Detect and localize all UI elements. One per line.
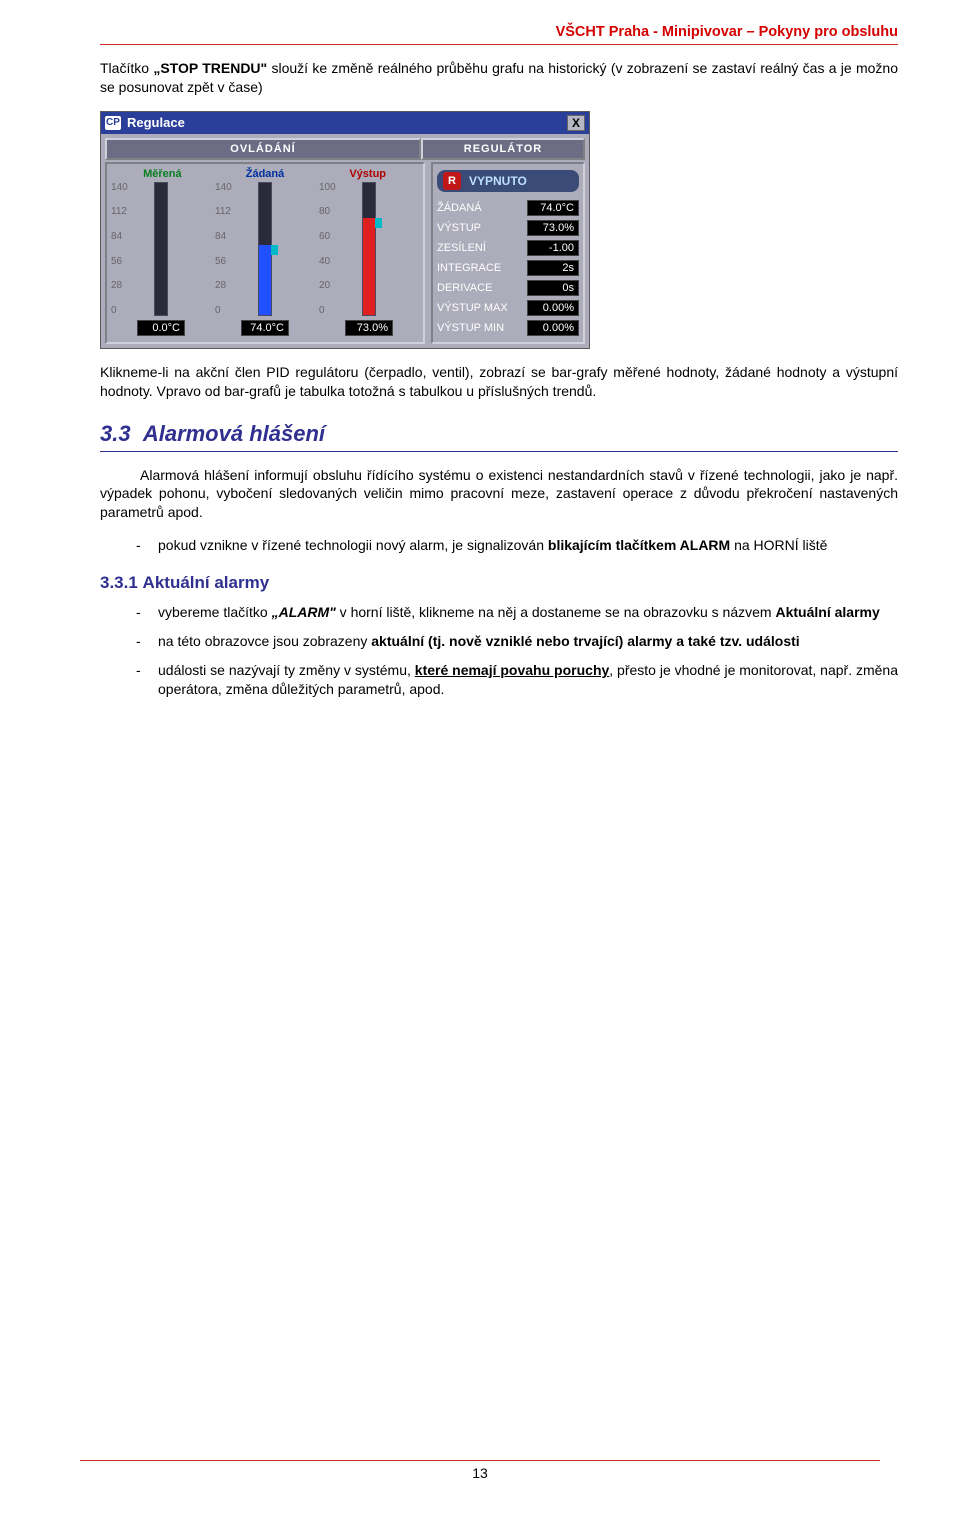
zadana-bar[interactable] [258,182,272,316]
after-panel-paragraph: Klikneme-li na akční člen PID regulátoru… [100,363,898,401]
aktualni-bold: aktuální (tj. nově vzniklé nebo trvající… [371,633,799,649]
ovladani-panel: Měřená Žádaná Výstup 140 112 84 [105,162,425,344]
vystup-column: 100 80 60 40 20 0 [319,182,419,336]
footer-rule [80,1460,880,1461]
regulator-row: VÝSTUP MAX 0.00% [437,298,579,318]
section-3-3-heading: 3.3 Alarmová hlášení [100,421,898,447]
regulator-row: VÝSTUP 73.0% [437,218,579,238]
regulator-row-label: ZESÍLENÍ [437,242,486,254]
merena-label: Měřená [111,168,214,180]
regulator-row-label: DERIVACE [437,282,492,294]
vystup-bar[interactable] [362,182,376,316]
section-number: 3.3 [100,421,131,446]
regulator-row-label: ŽÁDANÁ [437,202,482,214]
regulator-row-label: INTEGRACE [437,262,501,274]
zadana-label: Žádaná [214,168,317,180]
regulator-row-value[interactable]: 2s [527,260,579,276]
regulator-row-value[interactable]: 0s [527,280,579,296]
regulace-window: CP Regulace X OVLÁDÁNÍ REGULÁTOR Měřená … [100,111,590,349]
section-3-3-bullet: pokud vznikne v řízené technologii nový … [136,536,898,555]
page-number: 13 [472,1465,488,1481]
vystup-ticks: 100 80 60 40 20 0 [319,182,336,316]
intro-button-name: „STOP TRENDU" [153,60,267,76]
regulator-row-label: VÝSTUP MIN [437,322,504,334]
regulator-row: ZESÍLENÍ -1.00 [437,238,579,258]
regulator-row-label: VÝSTUP MAX [437,302,508,314]
blikajicim-bold: blikajícím tlačítkem ALARM [548,537,730,553]
merena-bar[interactable] [154,182,168,316]
regulator-row-value[interactable]: -1.00 [527,240,579,256]
alarm-button-ref: „ALARM" [272,604,336,620]
merena-column: 140 112 84 56 28 0 [111,182,211,336]
regulator-r-icon: R [443,172,461,190]
regulator-state-text: VYPNUTO [469,174,527,188]
zadana-slider-knob[interactable] [271,245,278,255]
header-rule [100,44,898,45]
regulator-row: INTEGRACE 2s [437,258,579,278]
zadana-column: 140 112 84 56 28 0 [215,182,315,336]
regulator-row: ŽÁDANÁ 74.0°C [437,198,579,218]
bullet-udalosti: události se nazývají ty změny v systému,… [136,661,898,699]
regulace-title: Regulace [127,115,185,130]
aktualni-alarmy-screen: Aktuální alarmy [775,604,879,620]
regulator-row-value[interactable]: 73.0% [527,220,579,236]
close-icon[interactable]: X [567,115,585,131]
regulator-toggle-button[interactable]: R VYPNUTO [437,170,579,192]
regulator-panel: R VYPNUTO ŽÁDANÁ 74.0°C VÝSTUP 73.0% ZESÍLEN… [431,162,585,344]
section-3-3-paragraph: Alarmová hlášení informují obsluhu řídíc… [100,466,898,523]
subsection-number: 3.3.1 [100,573,138,592]
merena-ticks: 140 112 84 56 28 0 [111,182,128,316]
regulator-row-value[interactable]: 74.0°C [527,200,579,216]
page-footer: 13 [0,1460,960,1481]
section-3-3-1-heading: 3.3.1 Aktuální alarmy [100,573,898,593]
intro-pre: Tlačítko [100,60,153,76]
intro-paragraph: Tlačítko „STOP TRENDU" slouží ke změně r… [100,59,898,97]
regulator-row: VÝSTUP MIN 0.00% [437,318,579,338]
regulator-row-value[interactable]: 0.00% [527,320,579,336]
regulator-row-label: VÝSTUP [437,222,481,234]
regulator-row: DERIVACE 0s [437,278,579,298]
vystup-slider-knob[interactable] [375,218,382,228]
bullet-obrazovce: na této obrazovce jsou zobrazeny aktuáln… [136,632,898,651]
page-header: VŠCHT Praha - Minipivovar – Pokyny pro o… [100,24,898,42]
zadana-ticks: 140 112 84 56 28 0 [215,182,232,316]
regulace-titlebar: CP Regulace X [101,112,589,134]
merena-value: 0.0°C [137,320,185,336]
regulator-row-value[interactable]: 0.00% [527,300,579,316]
zadana-value: 74.0°C [241,320,289,336]
vystup-value: 73.0% [345,320,393,336]
nemaji-povahu: které nemají povahu poruchy [415,662,610,678]
regulator-header: REGULÁTOR [421,138,585,160]
subsection-title: Aktuální alarmy [143,573,270,592]
section-rule [100,451,898,452]
ovladani-header: OVLÁDÁNÍ [105,138,421,160]
section-title: Alarmová hlášení [143,421,325,446]
cp-logo-icon: CP [105,116,121,130]
vystup-label: Výstup [316,168,419,180]
bullet-vybereme: vybereme tlačítko „ALARM" v horní liště,… [136,603,898,622]
